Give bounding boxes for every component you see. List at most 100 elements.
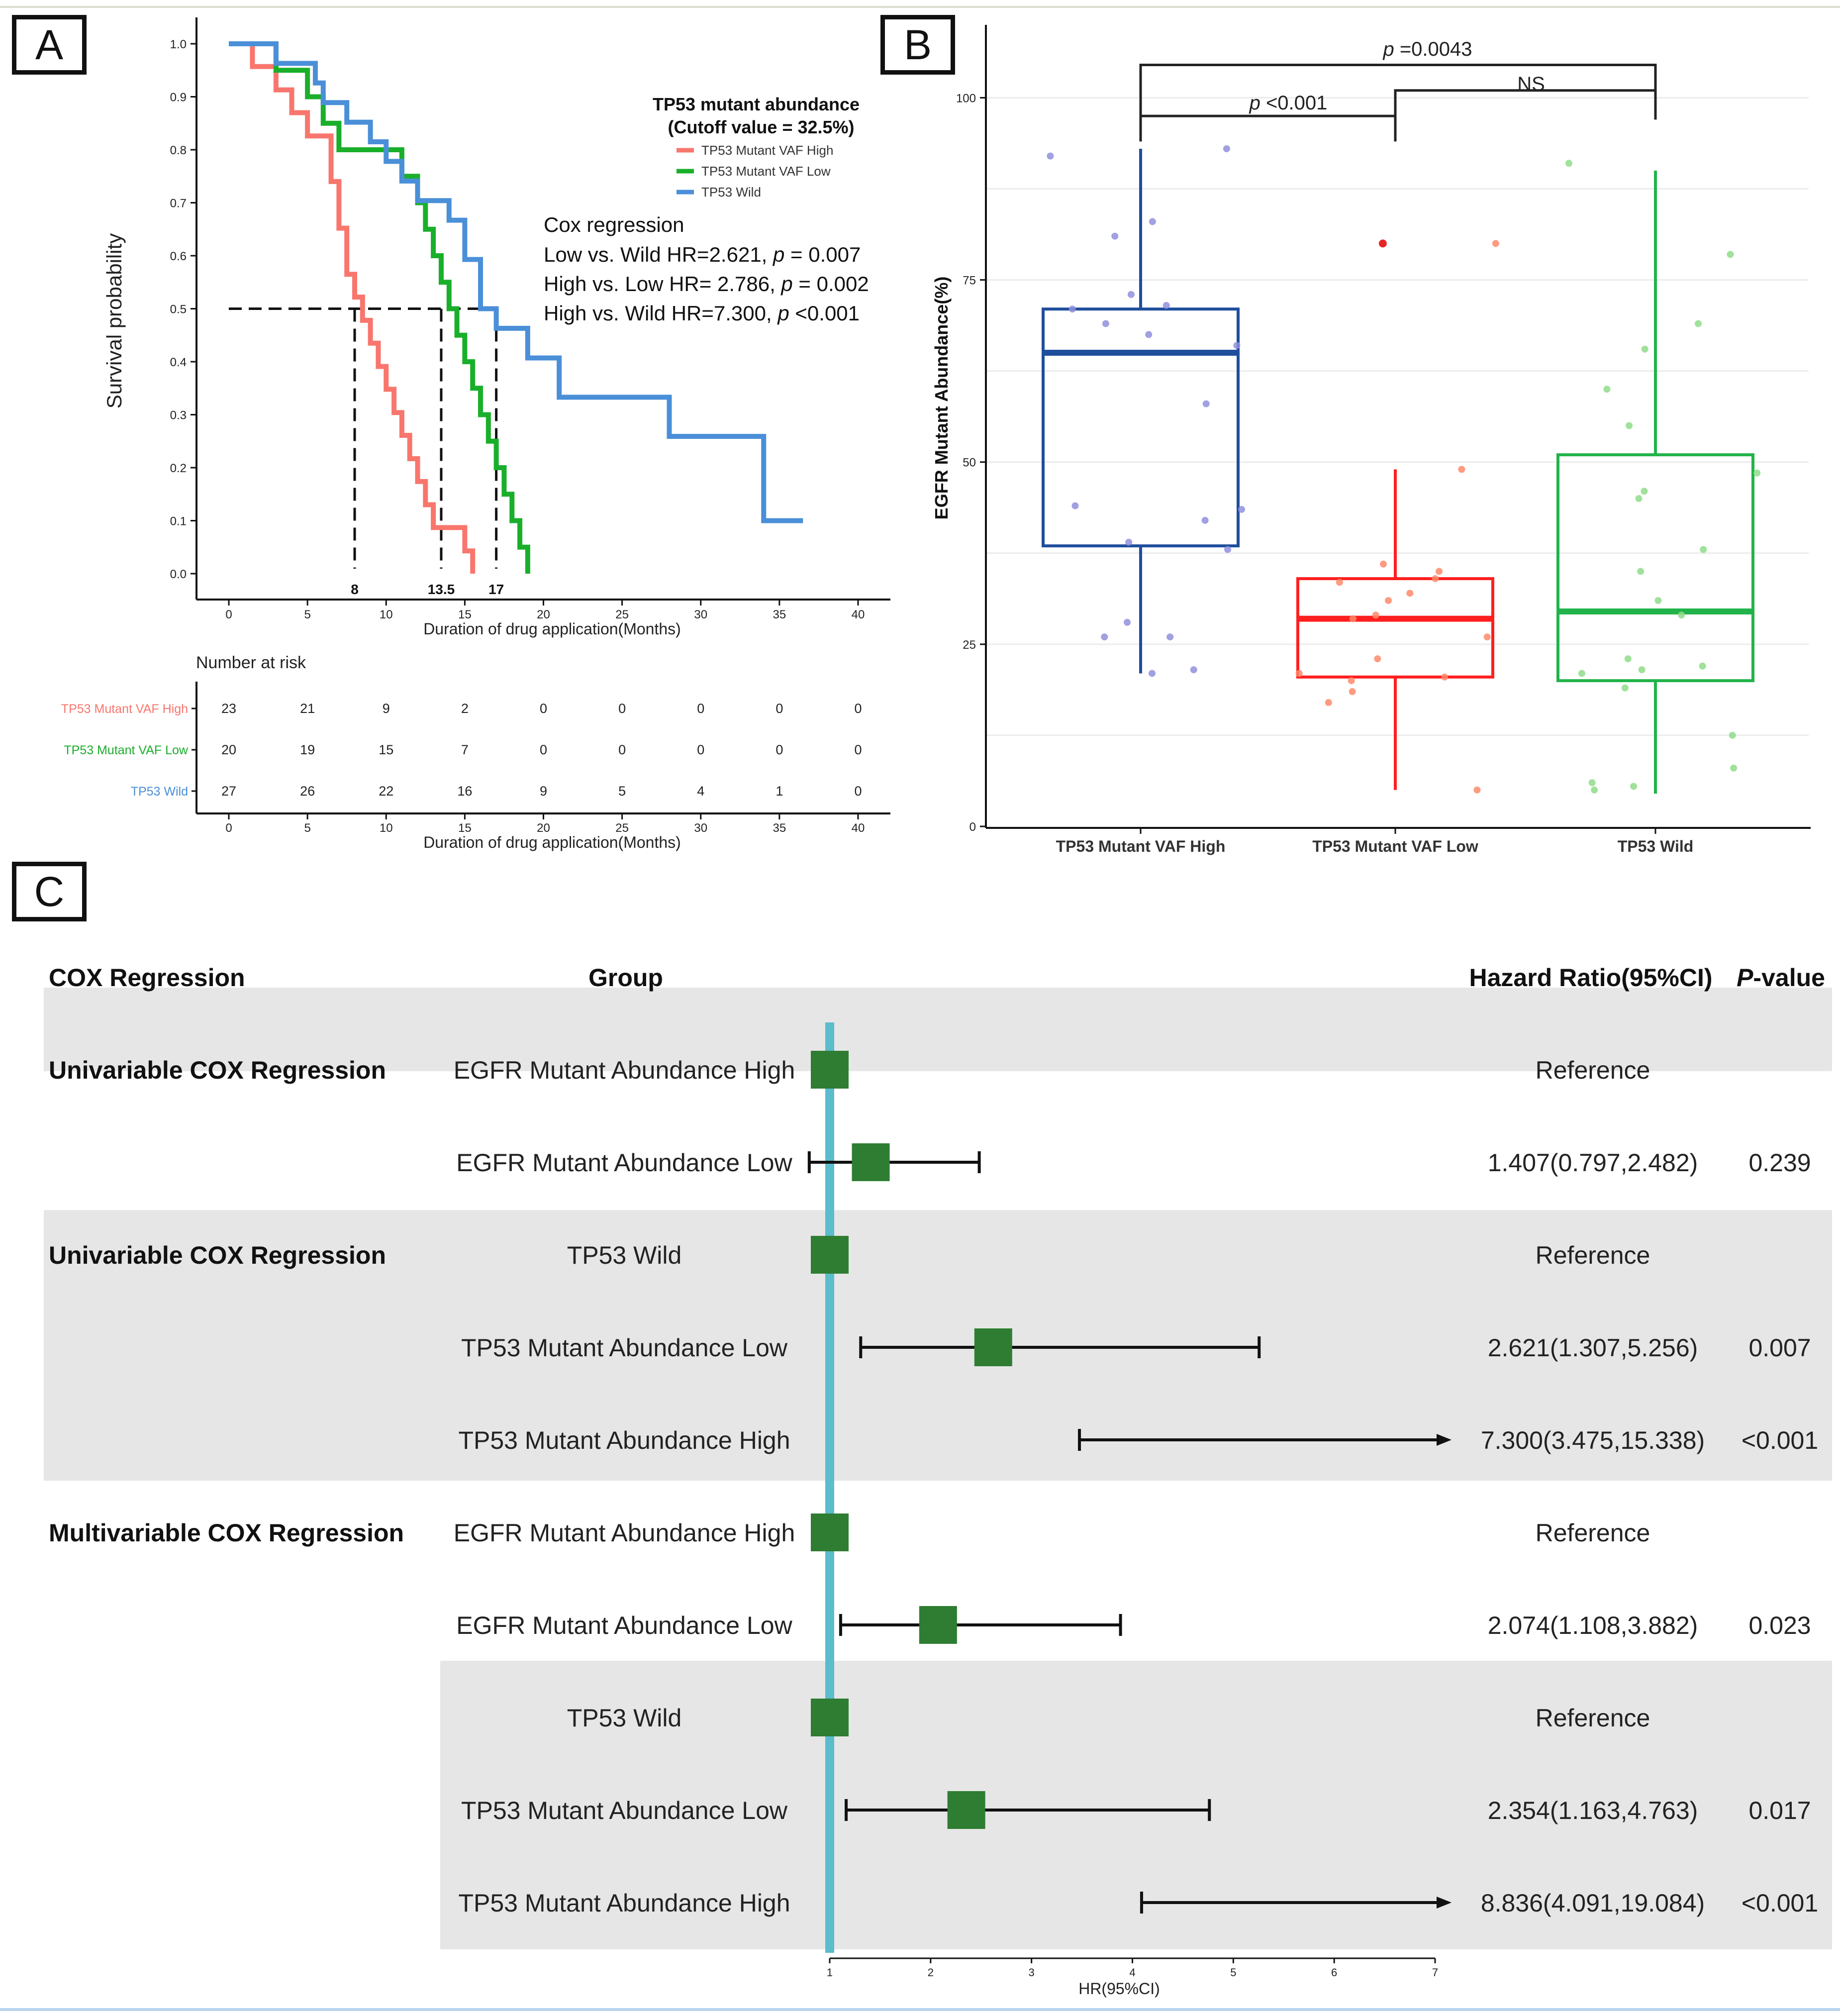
forest-p-label: 0.023: [1748, 1612, 1811, 1639]
egfr-boxplot-chart: 0 25 50 75 100 EGFR Mutant Abundance(%) TP53 M…: [931, 25, 1811, 855]
risk-table-title: Number at risk: [196, 653, 306, 672]
forest-ci-arrow: [1437, 1434, 1452, 1446]
forest-hr-marker: [919, 1606, 957, 1644]
km-cox-line-b: = 0.007: [784, 243, 861, 266]
bottom-border-line: [0, 2008, 1840, 2011]
box-data-point: [1349, 615, 1356, 622]
forest-ci-arrow: [1437, 1897, 1452, 1909]
km-y-tick-label: 0.2: [170, 462, 187, 475]
panel-label-b: B: [880, 15, 955, 75]
forest-band-shade: [44, 1210, 1832, 1481]
risk-table-cell: 0: [775, 701, 783, 716]
box-data-point: [1730, 764, 1738, 772]
km-curve-2: [229, 41, 803, 523]
risk-table-cell: 0: [618, 701, 626, 716]
km-y-tick-label: 1.0: [170, 38, 187, 51]
forest-hr-label: 2.354(1.163,4.763): [1488, 1797, 1698, 1824]
box-bracket-right-label: NS: [1517, 73, 1545, 95]
box-data-point: [1492, 240, 1499, 247]
risk-table-cell: 0: [854, 784, 862, 799]
box-data-point: [1124, 618, 1131, 626]
box-data-point: [1753, 469, 1761, 477]
box-data-point: [1101, 633, 1108, 641]
box-data-point: [1372, 611, 1379, 619]
risk-table-cell: 23: [221, 701, 236, 716]
km-legend-subtitle: (Cutoff value = 32.5%): [668, 117, 854, 137]
cox-forest-plot: COX Regression Group Hazard Ratio(95%CI) P-…: [44, 964, 1832, 1998]
risk-table-cell: 9: [540, 784, 547, 799]
km-y-axis-title: Survival probability: [102, 233, 126, 409]
forest-x-tick-label: 2: [928, 1966, 934, 1979]
box-data-point: [1591, 786, 1598, 794]
box-data-point: [1637, 568, 1645, 575]
km-x-tick-label: 35: [773, 608, 786, 621]
forest-header-hr: Hazard Ratio(95%CI): [1469, 964, 1713, 992]
box-data-point: [1348, 677, 1355, 685]
box-data-point: [1630, 783, 1638, 790]
forest-header-group: Group: [588, 964, 663, 992]
box-data-point: [1473, 786, 1481, 794]
km-cox-line-b: = 0.002: [793, 272, 869, 296]
box-bracket-left-label: p <0.001: [1249, 92, 1328, 114]
box-data-point: [1603, 386, 1611, 393]
risk-table-cell: 1: [775, 784, 783, 799]
km-cox-title: Cox regression: [544, 213, 684, 236]
forest-group-label: EGFR Mutant Abundance Low: [456, 1612, 792, 1639]
km-cox-line: High vs. Low HR= 2.786, p = 0.002: [544, 272, 869, 296]
box-iqr-rect: [1042, 307, 1240, 548]
risk-table-x-tick-label: 20: [537, 821, 550, 835]
forest-p-label: 0.007: [1748, 1334, 1811, 1362]
box-bracket-outer: [1139, 64, 1657, 120]
forest-band-shade: [44, 988, 1832, 1071]
box-data-point: [1641, 345, 1648, 353]
box-data-point: [1699, 662, 1706, 670]
risk-table-x-tick-label: 35: [773, 821, 786, 835]
forest-hr-label: 2.074(1.108,3.882): [1488, 1612, 1698, 1639]
box-x-tick-label: TP53 Wild: [1618, 837, 1694, 855]
box-data-point: [1336, 579, 1343, 586]
forest-p-label: <0.001: [1742, 1426, 1818, 1454]
km-y-tick-label: 0.9: [170, 91, 187, 104]
risk-table-cell: 0: [854, 701, 862, 716]
panel-label-a: A: [12, 15, 87, 75]
risk-table-cell: 2: [461, 701, 469, 716]
forest-group-label: EGFR Mutant Abundance High: [454, 1519, 795, 1547]
box-y-tick-label: 75: [963, 274, 976, 288]
box-iqr-rect: [1296, 577, 1494, 679]
risk-table-cell: 7: [461, 742, 469, 757]
km-y-tick-label: 0.5: [170, 303, 187, 316]
box-data-point: [1729, 731, 1736, 739]
risk-table-x-tick-label: 30: [694, 821, 707, 835]
box-data-point: [1458, 466, 1465, 473]
box-bracket-left-label-text: <0.001: [1260, 92, 1328, 114]
forest-header-p-p_italic: P: [1737, 964, 1753, 992]
risk-table-cell: 9: [383, 701, 390, 716]
box-data-point: [1148, 670, 1156, 677]
box-data-point: [1635, 495, 1643, 502]
forest-x-tick-label: 7: [1432, 1966, 1438, 1979]
forest-hr-marker: [947, 1791, 985, 1829]
forest-group-label: TP53 Mutant Abundance High: [458, 1426, 790, 1454]
box-data-point: [1432, 575, 1439, 583]
forest-hr-marker: [811, 1236, 849, 1274]
risk-table-cell: 20: [221, 742, 236, 757]
forest-hr-label: 1.407(0.797,2.482): [1488, 1149, 1698, 1177]
forest-header-p: P-value: [1737, 964, 1825, 992]
top-border-line: [0, 6, 1840, 8]
box-data-point: [1588, 779, 1596, 787]
km-x-tick-label: 30: [694, 608, 707, 621]
km-y-tick-label: 0.4: [170, 356, 187, 369]
km-cox-line-a: Low vs. Wild HR=2.621,: [544, 243, 773, 266]
box-data-point: [1626, 422, 1633, 429]
forest-hr-label: 8.836(4.091,19.084): [1481, 1889, 1705, 1917]
risk-table-cell: 15: [379, 742, 393, 757]
risk-table-cell: 0: [854, 742, 862, 757]
box-bracket-outer-label: p =0.0043: [1382, 38, 1472, 60]
km-cox-line-a: High vs. Low HR= 2.786,: [544, 272, 781, 296]
risk-table-x-tick-label: 0: [225, 821, 232, 835]
box-data-point: [1047, 152, 1054, 160]
box-data-point: [1700, 546, 1707, 553]
risk-table-cell: 0: [697, 701, 704, 716]
forest-p-label: <0.001: [1742, 1889, 1818, 1917]
km-legend-title: TP53 mutant abundance: [653, 94, 860, 114]
